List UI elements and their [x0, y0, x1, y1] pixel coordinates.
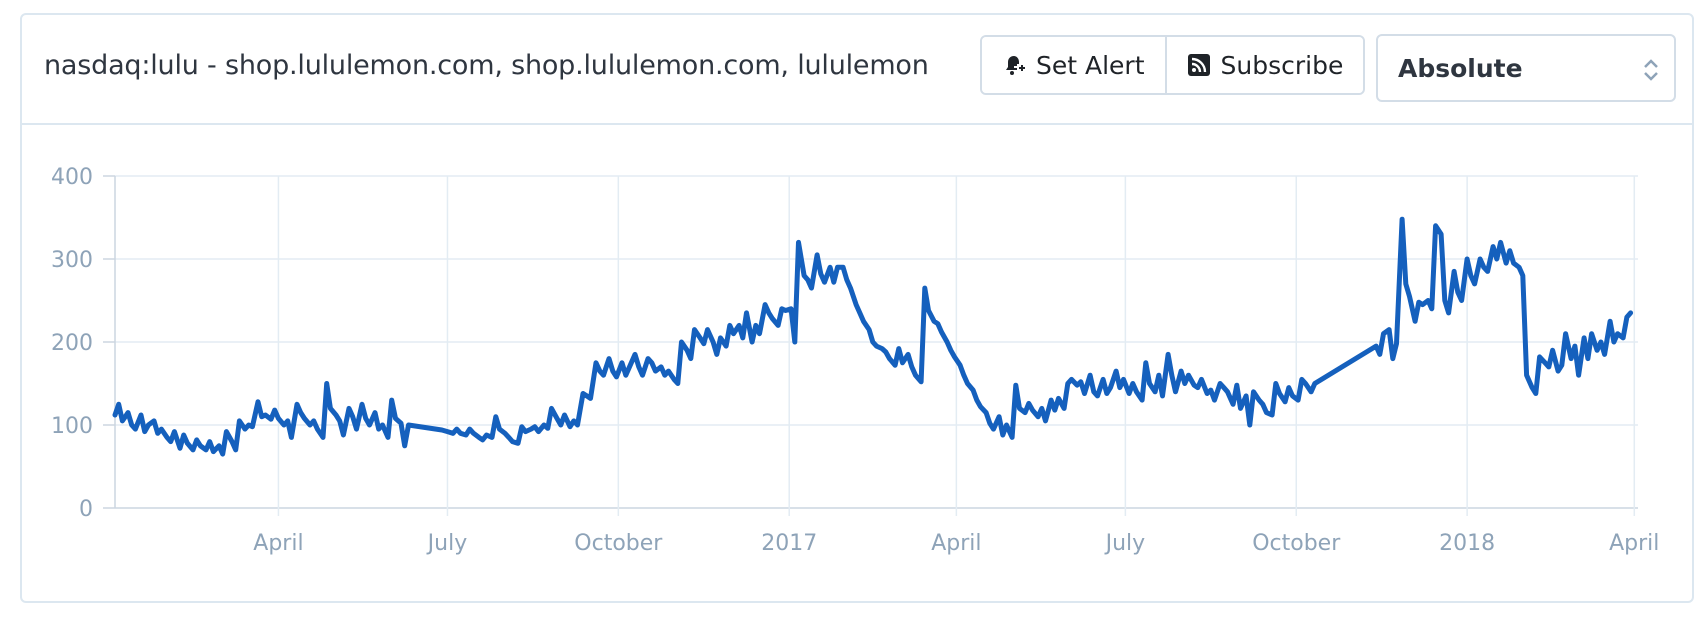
card-header: nasdaq:lulu - shop.lululemon.com, shop.l…	[22, 15, 1692, 125]
y-tick-label: 200	[51, 331, 93, 356]
x-tick-label: April	[253, 531, 303, 556]
x-tick-label: April	[931, 531, 981, 556]
x-tick-label: 2018	[1439, 531, 1495, 556]
series-line	[112, 216, 1634, 457]
set-alert-label: Set Alert	[1036, 50, 1145, 80]
subscribe-button[interactable]: Subscribe	[1164, 37, 1364, 93]
grid	[103, 175, 1638, 516]
y-tick-label: 400	[51, 165, 93, 190]
x-tick-label: July	[426, 531, 468, 556]
scale-mode-value: Absolute	[1398, 54, 1523, 83]
series-layer	[112, 216, 1634, 457]
subscribe-label: Subscribe	[1220, 50, 1344, 80]
y-tick-label: 300	[51, 248, 93, 273]
scale-mode-select[interactable]: Absolute	[1376, 34, 1676, 102]
chart-card: nasdaq:lulu - shop.lululemon.com, shop.l…	[20, 13, 1694, 603]
x-tick-label: April	[1609, 531, 1659, 556]
x-tick-label: July	[1104, 531, 1146, 556]
axes: 0 100 200 300 400 April July October 2017 April Ju…	[51, 165, 1659, 556]
x-tick-label: October	[1252, 531, 1341, 556]
y-tick-label: 100	[51, 414, 93, 439]
chart-title: nasdaq:lulu - shop.lululemon.com, shop.l…	[44, 50, 929, 81]
x-tick-label: October	[574, 531, 663, 556]
rss-icon	[1187, 53, 1211, 77]
chevron-up-down-icon	[1642, 56, 1660, 89]
set-alert-button[interactable]: Set Alert	[982, 37, 1165, 93]
x-tick-label: 2017	[761, 531, 817, 556]
y-tick-label: 0	[79, 497, 93, 522]
bell-plus-icon	[1002, 53, 1026, 77]
action-button-group: Set Alert Subscribe	[980, 35, 1366, 95]
